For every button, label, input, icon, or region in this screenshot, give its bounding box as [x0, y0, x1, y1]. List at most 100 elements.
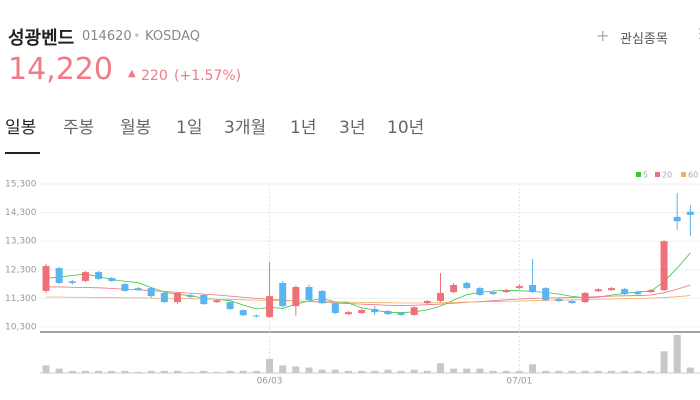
candle-body [542, 288, 550, 301]
watch-button[interactable]: 관심종목 [620, 32, 668, 47]
candle-body [489, 292, 497, 295]
candle-body [410, 307, 418, 315]
volume-bar [68, 370, 76, 373]
volume-bar [371, 370, 379, 373]
volume-bar [476, 368, 484, 373]
candle-body [331, 303, 339, 313]
candle-body [174, 292, 181, 303]
tab[interactable]: 주봉 [63, 118, 95, 138]
y-tick-label: 14,300 [5, 208, 37, 218]
volume-bar [331, 369, 339, 373]
volume-bar [437, 363, 444, 373]
candle-body [529, 284, 537, 293]
volume-bar [568, 370, 576, 373]
volume-bar [515, 370, 523, 373]
candle-body [200, 294, 208, 305]
volume-bar [489, 370, 497, 373]
tab[interactable]: 3년 [339, 118, 366, 138]
volume-bar [279, 365, 287, 373]
candle-body [358, 310, 366, 313]
candle-body [384, 310, 392, 315]
volume-bar [305, 367, 313, 373]
candle-body [660, 241, 668, 291]
candle-body [437, 292, 444, 301]
volume-bar [594, 370, 602, 373]
volume-bar [529, 364, 537, 373]
up-arrow: ▲ [128, 68, 136, 79]
candle-body [213, 300, 221, 303]
volume-bar [42, 365, 50, 373]
volume-bar [226, 370, 234, 373]
candle-body [594, 289, 602, 292]
stock-code: 014620 [82, 29, 132, 44]
candle-body [581, 292, 589, 303]
volume-bar [502, 370, 510, 373]
market: KOSDAQ [145, 29, 200, 44]
candle-body [305, 286, 313, 301]
tab[interactable]: 1일 [176, 118, 203, 138]
candle-body [515, 286, 523, 289]
legend-swatch [681, 172, 686, 177]
candle-body [423, 300, 431, 303]
candle-body [121, 284, 129, 291]
candle-body [55, 268, 63, 283]
volume-bar [252, 370, 260, 373]
volume-bar [108, 370, 116, 373]
volume-bar [344, 370, 352, 373]
candle-body [134, 288, 142, 291]
volume-bar [200, 370, 208, 373]
tab[interactable]: 일봉 [5, 118, 37, 138]
candle-body [160, 292, 168, 303]
legend-swatch [636, 172, 641, 177]
volume-bar [410, 369, 418, 373]
change: 220 [141, 68, 168, 84]
candle-body [42, 266, 50, 291]
tab[interactable]: 3개월 [224, 118, 267, 138]
candle-body [607, 288, 615, 291]
volume-bar [55, 368, 63, 373]
volume-bar [621, 370, 629, 373]
volume-bar [581, 370, 589, 373]
volume-bar [318, 369, 326, 373]
y-tick-label: 13,300 [5, 237, 37, 247]
tab[interactable]: 월봉 [120, 118, 152, 138]
volume-bar [607, 370, 615, 373]
candle-body [555, 298, 563, 301]
volume-bar [174, 370, 181, 373]
volume-bar [187, 371, 195, 373]
price: 14,220 [8, 52, 113, 87]
tab[interactable]: 10년 [387, 118, 425, 138]
candle-body [647, 290, 655, 293]
candle-body [397, 312, 405, 315]
candle-body [318, 290, 326, 304]
legend-swatch [655, 172, 660, 177]
volume-bar [673, 335, 681, 373]
candle-body [673, 216, 681, 222]
candle-body [371, 308, 379, 313]
candle-body [95, 272, 103, 279]
volume-bar [121, 370, 129, 373]
volume-bar [266, 358, 274, 373]
legend-label: 60 [688, 171, 698, 180]
volume-bar [147, 370, 155, 373]
y-tick-label: 11,300 [5, 294, 37, 304]
more-menu[interactable]: ⋮ [693, 26, 700, 42]
candle-body [279, 282, 287, 307]
volume-bar [397, 370, 405, 373]
candle-body [81, 272, 89, 281]
candle-body [463, 282, 471, 289]
watch-icon[interactable]: + [596, 26, 610, 45]
volume-bar [634, 370, 642, 373]
candle-body [634, 292, 642, 295]
volume-bar [239, 370, 247, 373]
volume-bar [384, 369, 392, 373]
volume-bar [686, 367, 694, 373]
candle-body [502, 290, 510, 293]
y-tick-label: 15,300 [5, 180, 37, 190]
volume-bar [555, 370, 563, 373]
candle-body [108, 278, 116, 281]
tab[interactable]: 1년 [290, 118, 317, 138]
volume-bar [134, 371, 142, 373]
candle-body [686, 211, 694, 215]
